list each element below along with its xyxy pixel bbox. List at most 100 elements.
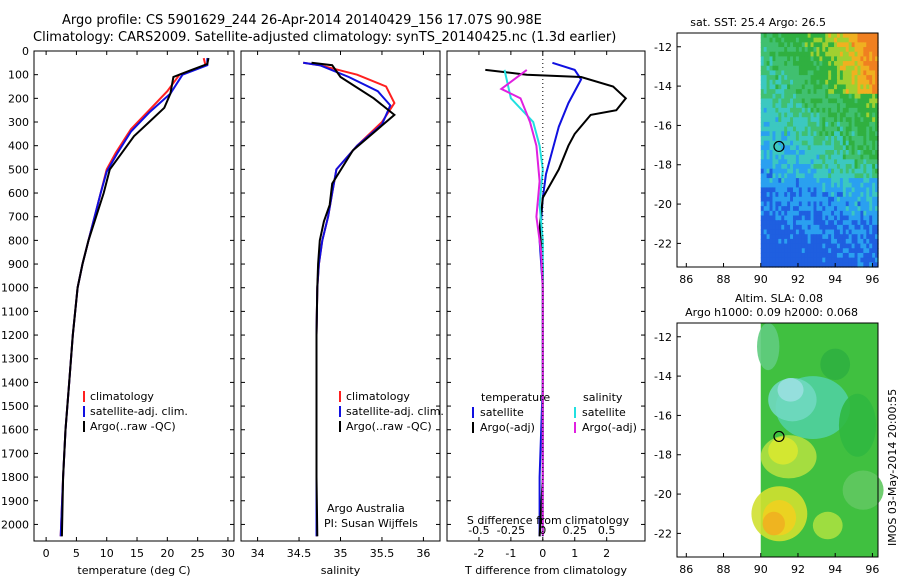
sst-cell (801, 220, 806, 226)
sst-cell (801, 248, 806, 254)
sst-cell (845, 79, 850, 86)
sst-cell (842, 238, 847, 245)
sst-cell (831, 229, 835, 235)
sst-cell (769, 61, 774, 67)
sst-cell (842, 234, 847, 240)
sst-cell (790, 42, 794, 48)
sst-cell (792, 252, 797, 259)
sst-cell (825, 178, 829, 184)
sst-cell (787, 70, 791, 76)
sst-cell (769, 164, 774, 170)
sst-cell (787, 168, 791, 174)
sst-cell (825, 140, 829, 146)
sst-cell (784, 51, 788, 57)
sst-cell (807, 173, 812, 179)
sst-cell (766, 107, 771, 114)
sst-cell (787, 238, 791, 245)
sst-cell (763, 224, 768, 231)
sst-cell (857, 164, 862, 170)
depth-tick-label: 1200 (1, 329, 29, 342)
sst-cell (807, 56, 812, 62)
sst-cell (836, 248, 841, 254)
sst-cell (822, 84, 826, 90)
sst-cell (790, 220, 794, 226)
sst-cell (781, 201, 785, 207)
sst-cell (866, 89, 870, 95)
sst-cell (772, 210, 777, 217)
legend-entry: satellite-adj. clim. (90, 405, 188, 418)
sst-cell (781, 234, 785, 240)
sst-map (760, 33, 879, 268)
sst-cell (831, 121, 835, 128)
sst-cell (875, 135, 879, 142)
sst-cell (787, 140, 791, 146)
sst-cell (851, 93, 856, 100)
sst-cell (801, 224, 806, 231)
sst-cell (839, 206, 844, 212)
sst-cell (763, 42, 768, 48)
sst-cell (760, 37, 765, 43)
sst-cell (828, 140, 832, 146)
sst-cell (798, 33, 803, 39)
sst-cell (845, 182, 850, 189)
sst-cell (760, 131, 765, 137)
sst-cell (834, 173, 838, 179)
sst-cell (781, 243, 785, 249)
sst-cell (813, 112, 818, 118)
sst-cell (857, 243, 862, 249)
sst-cell (863, 33, 867, 39)
sst-cell (784, 135, 788, 142)
sst-cell (798, 159, 803, 165)
sst-cell (798, 257, 803, 263)
sst-cell (787, 252, 791, 259)
sst-cell (819, 112, 823, 118)
sst-cell (772, 112, 777, 118)
sst-cell (807, 112, 812, 118)
sst-cell (845, 51, 850, 57)
sst-cell (775, 131, 779, 137)
sst-cell (772, 65, 777, 72)
sst-cell (807, 131, 812, 137)
sst-cell (813, 248, 818, 254)
sst-cell (798, 131, 803, 137)
sst-cell (784, 126, 788, 132)
sst-cell (866, 112, 870, 118)
sst-cell (787, 192, 791, 198)
sst-cell (801, 182, 806, 189)
sst-cell (848, 248, 853, 254)
sst-cell (848, 252, 853, 259)
sst-cell (863, 47, 867, 53)
sst-cell (787, 196, 791, 203)
sst-cell (863, 178, 867, 184)
sst-cell (766, 140, 771, 146)
sst-cell (863, 159, 867, 165)
sst-cell (810, 98, 815, 104)
sst-cell (822, 192, 826, 198)
sst-cell (763, 145, 768, 151)
sst-cell (836, 159, 841, 165)
sst-cell (795, 215, 800, 221)
sst-cell (825, 61, 829, 67)
sst-cell (825, 150, 829, 156)
sst-cell (845, 206, 850, 212)
sst-cell (819, 262, 823, 268)
sst-cell (804, 178, 809, 184)
sst-cell (772, 252, 777, 259)
sst-cell (825, 182, 829, 189)
sst-cell (810, 70, 815, 76)
sst-cell (772, 61, 777, 67)
sst-cell (869, 93, 873, 100)
sst-cell (822, 210, 826, 217)
sst-cell (851, 103, 856, 109)
sst-cell (804, 196, 809, 203)
sst-cell (792, 168, 797, 174)
sst-cell (825, 262, 829, 268)
sst-cell (769, 210, 774, 217)
sst-cell (804, 234, 809, 240)
sst-cell (831, 164, 835, 170)
sst-cell (795, 178, 800, 184)
sst-cell (784, 178, 788, 184)
sst-cell (772, 220, 777, 226)
sst-cell (769, 224, 774, 231)
sst-cell (769, 154, 774, 160)
